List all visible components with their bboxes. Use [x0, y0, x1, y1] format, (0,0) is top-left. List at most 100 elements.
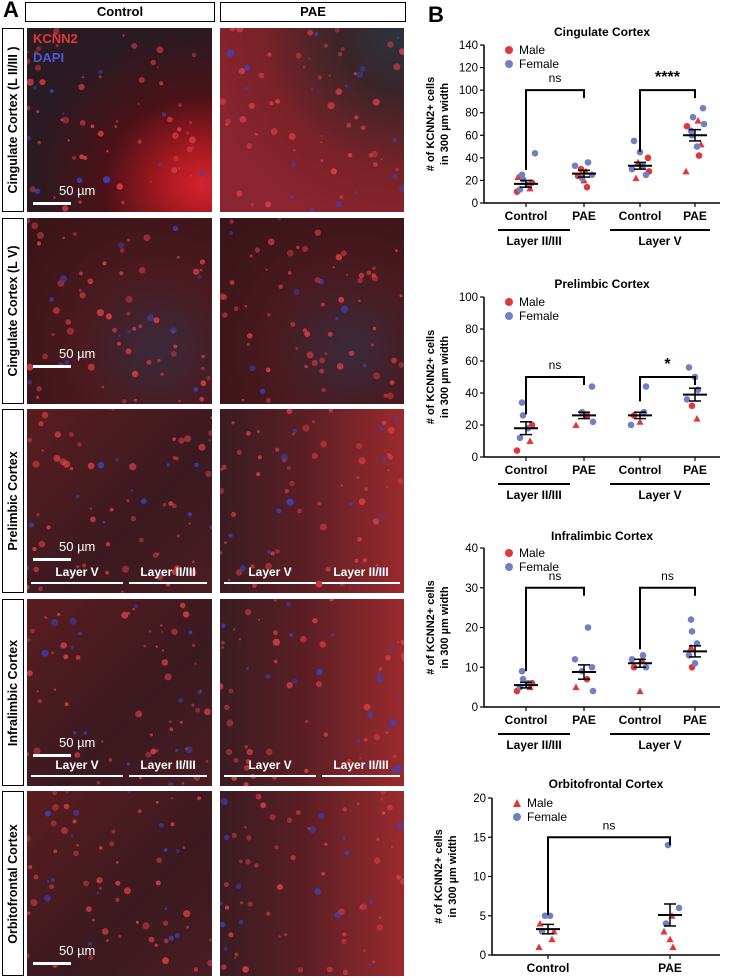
y-tick-label: 40	[465, 388, 478, 400]
y-tick-label: 30	[465, 583, 478, 595]
micrograph-pae-row5	[220, 791, 404, 976]
row-label-text: Cingulate Cortex (L V)	[6, 245, 20, 377]
data-point-female	[588, 383, 596, 390]
data-point-female	[588, 663, 596, 671]
legend-marker-female	[513, 813, 521, 821]
y-tick-label: 10	[465, 662, 478, 674]
y-tick-label: 0	[472, 452, 478, 464]
data-point-male	[513, 447, 521, 454]
data-point-female	[693, 143, 701, 150]
data-point-male	[666, 935, 674, 943]
layer-underline	[224, 582, 316, 584]
legend-label: Female	[519, 560, 559, 574]
legend-label: Male	[519, 295, 545, 309]
x-tick-label: PAE	[572, 209, 596, 223]
chart-title: Infralimbic Cortex	[551, 529, 653, 543]
data-point-male	[528, 421, 536, 429]
micrograph-control-row1: 50 µm KCNN2 DAPI	[27, 28, 212, 212]
x-tick-label: Control	[505, 713, 548, 727]
data-point-male	[632, 174, 640, 182]
data-point-female	[688, 628, 696, 635]
x-tick-label: PAE	[683, 209, 707, 223]
chart-title: Orbitofrontal Cortex	[549, 777, 664, 791]
layer-underline	[31, 775, 123, 777]
data-point-female	[642, 171, 650, 179]
significance-label: ****	[655, 69, 681, 86]
layer-label: Layer II/III	[333, 565, 389, 579]
legend-label: Male	[519, 43, 545, 57]
data-point-male	[572, 421, 580, 428]
data-point-female	[571, 656, 579, 663]
y-axis-label: in 300 µm width	[439, 83, 451, 165]
chart-title: Cingulate Cortex	[554, 25, 650, 39]
data-point-male	[526, 184, 534, 192]
data-point-female	[518, 171, 526, 179]
data-point-male	[513, 687, 521, 695]
y-tick-label: 100	[459, 292, 478, 304]
data-point-female	[687, 616, 695, 623]
x-tick-label: PAE	[683, 713, 707, 727]
data-point-male	[513, 188, 521, 196]
data-point-female	[519, 675, 527, 683]
group-label: Layer V	[638, 234, 681, 248]
significance-bracket	[639, 376, 696, 402]
data-point-female	[524, 424, 532, 432]
data-point-female	[687, 127, 695, 135]
y-tick-label: 100	[459, 85, 478, 97]
data-point-male	[687, 643, 695, 651]
data-point-female	[584, 624, 592, 631]
significance-label: ns	[661, 569, 674, 583]
data-point-male	[668, 912, 676, 919]
y-axis-label: # of KCNN2+ cells	[425, 77, 437, 171]
legend-marker-male	[513, 799, 521, 807]
layer-label: Layer V	[248, 758, 292, 772]
data-point-female	[516, 434, 524, 442]
layer-underline	[129, 582, 207, 584]
significance-label: *	[664, 356, 671, 373]
data-point-female	[639, 162, 647, 170]
micrograph-control-row5: 50 µm	[27, 791, 212, 976]
data-point-male	[583, 183, 591, 191]
significance-label: ns	[549, 71, 562, 85]
column-header-control: Control	[25, 2, 215, 22]
scale-bar	[33, 202, 71, 205]
significance-label: ns	[549, 358, 562, 372]
data-point-male	[682, 167, 690, 175]
data-point-male	[634, 158, 642, 166]
data-point-female	[639, 652, 647, 659]
scale-bar	[33, 754, 71, 757]
legend-label: Female	[519, 309, 559, 323]
scale-bar-label: 50 µm	[59, 735, 96, 750]
data-point-male	[574, 172, 582, 180]
data-point-male	[526, 437, 534, 444]
data-point-female	[642, 383, 650, 390]
x-tick-label: Control	[619, 209, 662, 223]
layer-underline	[322, 775, 400, 777]
data-point-female	[694, 386, 702, 394]
panel-a-letter: A	[3, 0, 19, 22]
data-point-female	[662, 920, 670, 927]
data-point-male	[688, 402, 696, 410]
group-label: Layer II/III	[506, 234, 561, 248]
y-axis-label: in 300 µm width	[439, 336, 451, 418]
legend-marker-male	[505, 298, 513, 306]
scale-bar-label: 50 µm	[59, 539, 96, 554]
scale-bar-label: 50 µm	[59, 346, 96, 361]
significance-label: ns	[549, 569, 562, 583]
micrograph-control-row2: 50 µm	[27, 218, 212, 404]
legend-label: Female	[519, 57, 559, 71]
data-point-male	[636, 687, 644, 695]
x-tick-label: PAE	[572, 713, 596, 727]
data-point-female	[516, 186, 524, 193]
data-point-female	[578, 408, 586, 416]
data-point-female	[524, 181, 532, 189]
significance-bracket	[525, 376, 585, 415]
legend-marker-male	[505, 549, 513, 557]
y-tick-label: 40	[465, 543, 478, 555]
stain-label-kcnn2: KCNN2	[33, 31, 78, 46]
data-point-female	[700, 120, 708, 128]
data-point-female	[518, 399, 526, 406]
legend-label: Male	[519, 546, 545, 560]
data-point-female	[675, 904, 683, 912]
